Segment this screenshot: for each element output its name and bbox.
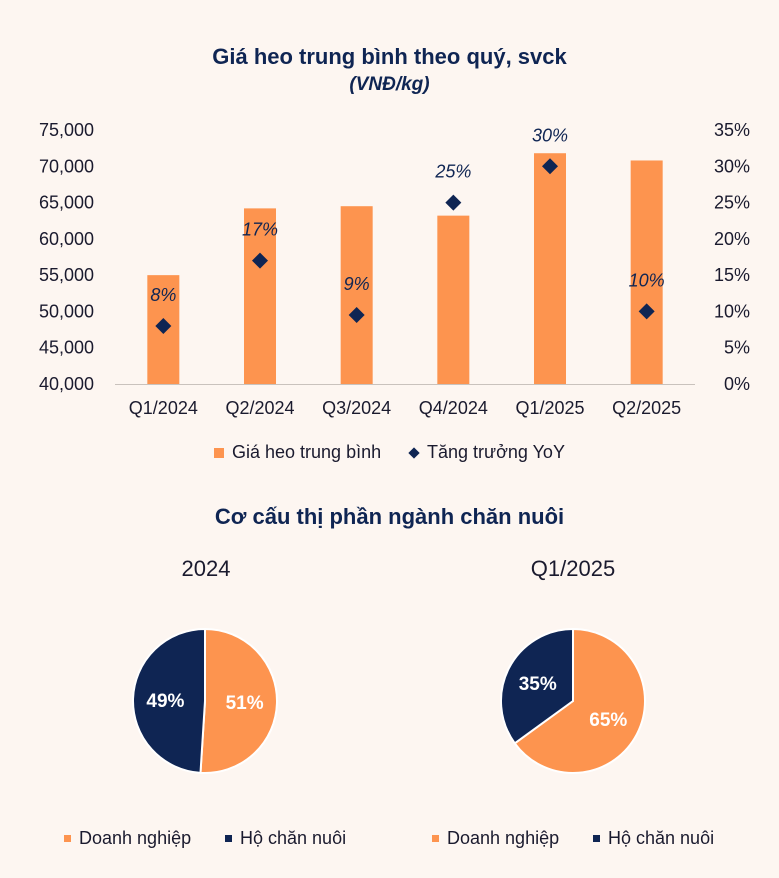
y2-tick-label: 20%	[714, 229, 750, 249]
y2-tick-label: 30%	[714, 156, 750, 176]
pie-title-q1-2025: Q1/2025	[530, 556, 616, 581]
yoy-point	[542, 158, 558, 175]
yoy-point	[155, 317, 172, 334]
legend-swatch	[432, 835, 439, 842]
legend-label: Doanh nghiệp	[79, 828, 192, 848]
legend-label: Doanh nghiệp	[447, 828, 560, 848]
y-tick-label: 65,000	[39, 193, 94, 213]
bar	[340, 206, 373, 384]
bar	[534, 153, 566, 384]
pie1-legend-b: Hộ chăn nuôi	[225, 828, 346, 849]
pie-value-label: 35%	[519, 674, 557, 695]
legend-scatter: Tăng trưởng YoY	[408, 442, 565, 463]
yoy-data-label: 17%	[242, 220, 278, 240]
legend-swatch-bar	[214, 447, 224, 458]
pie-slice	[199, 627, 278, 774]
legend-swatch	[64, 835, 71, 842]
y2-tick-label: 0%	[724, 374, 750, 394]
x-tick-label: Q2/2025	[612, 398, 681, 418]
pie-value-label: 49%	[146, 691, 184, 712]
y2-tick-label: 15%	[714, 265, 750, 285]
x-tick-label: Q2/2024	[225, 398, 294, 418]
x-tick-label: Q4/2024	[419, 398, 488, 418]
legend-label-bar: Giá heo trung bình	[232, 442, 382, 462]
x-tick-label: Q1/2024	[129, 398, 198, 418]
legend-swatch	[225, 835, 232, 842]
section-title-2: Cơ cấu thị phần ngành chăn nuôi	[214, 504, 565, 529]
bar	[244, 208, 276, 384]
y2-tick-label: 35%	[714, 120, 750, 140]
pie2-legend-b: Hộ chăn nuôi	[593, 828, 714, 849]
legend-label: Hộ chăn nuôi	[608, 828, 715, 848]
x-tick-label: Q3/2024	[322, 398, 391, 418]
bar-chart: 75,000 70,000 65,000 60,000 55,000 50,000 45,0…	[39, 120, 750, 418]
yoy-point	[348, 307, 365, 324]
y2-tick-label: 10%	[714, 301, 750, 321]
y-tick-label: 50,000	[39, 301, 94, 321]
y-tick-label: 75,000	[39, 120, 94, 140]
legend-bar: Giá heo trung bình	[214, 442, 381, 463]
pie-title-2024: 2024	[181, 556, 231, 581]
pie-slice	[500, 627, 574, 745]
yoy-point	[638, 303, 655, 320]
yoy-point	[252, 252, 268, 269]
yoy-data-label: 25%	[434, 162, 471, 182]
yoy-data-label: 30%	[532, 125, 568, 145]
legend-label-scatter: Tăng trưởng YoY	[427, 442, 565, 462]
x-tick-label: Q1/2025	[515, 398, 584, 418]
yoy-data-label: 8%	[150, 285, 176, 305]
pie-slice	[132, 627, 206, 774]
pie1-legend-a: Doanh nghiệp	[64, 828, 191, 849]
y-tick-label: 45,000	[39, 338, 94, 358]
yoy-data-label: 9%	[344, 274, 370, 294]
pie-slice	[513, 627, 646, 774]
bar	[630, 160, 663, 384]
pie-value-label: 51%	[226, 693, 264, 714]
chart-title: Giá heo trung bình theo quý, svck	[212, 44, 567, 69]
legend-label: Hộ chăn nuôi	[240, 828, 347, 848]
y-tick-label: 60,000	[39, 229, 94, 249]
y-tick-label: 40,000	[39, 374, 94, 394]
bar	[437, 215, 470, 384]
yoy-point	[445, 194, 462, 211]
legend-diamond-icon	[408, 446, 420, 459]
chart-subtitle: (VNĐ/kg)	[349, 74, 430, 95]
legend-swatch	[593, 835, 600, 842]
pie2-legend-a: Doanh nghiệp	[432, 828, 559, 849]
y2-tick-label: 5%	[724, 338, 750, 358]
y-tick-label: 55,000	[39, 265, 94, 285]
y-tick-label: 70,000	[39, 156, 94, 176]
pie-value-label: 65%	[589, 710, 627, 731]
yoy-data-label: 10%	[629, 270, 665, 290]
y2-tick-label: 25%	[714, 193, 750, 213]
